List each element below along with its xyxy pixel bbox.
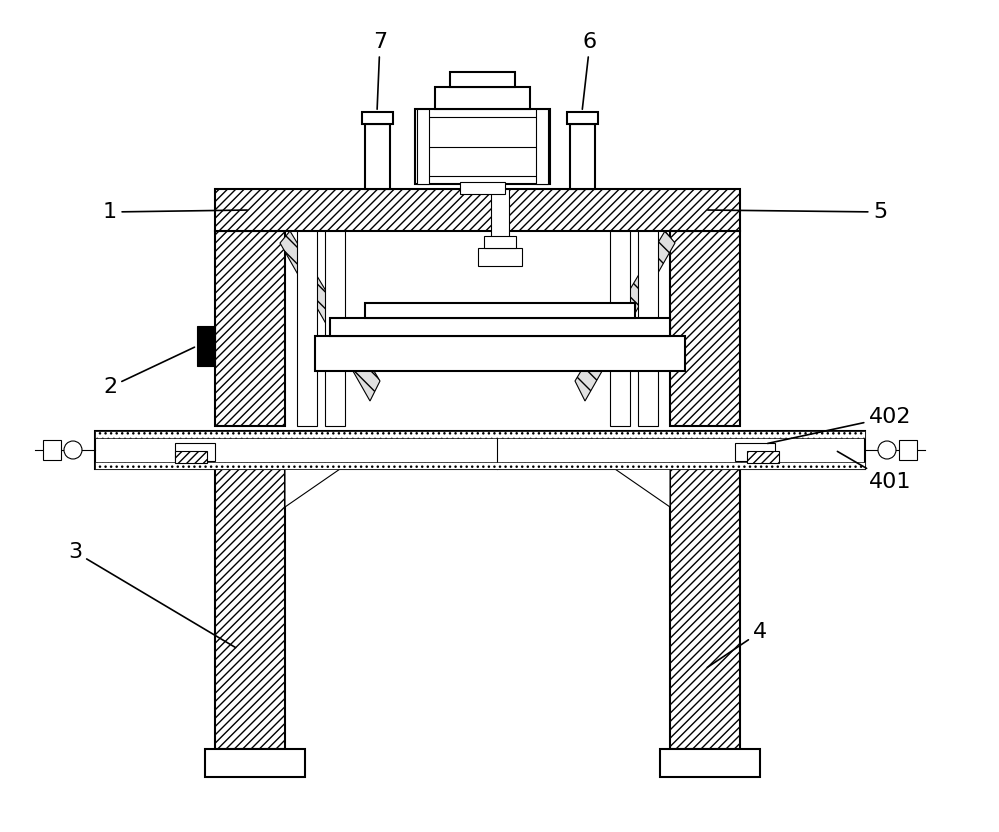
Text: 4: 4 <box>707 622 767 667</box>
Bar <box>660 749 760 777</box>
Bar <box>197 326 215 366</box>
Bar <box>484 236 516 248</box>
Circle shape <box>878 441 896 459</box>
Bar <box>670 459 740 749</box>
Bar <box>365 124 390 189</box>
Bar <box>95 431 865 469</box>
Bar <box>95 462 865 469</box>
Bar <box>735 443 775 461</box>
Text: 402: 402 <box>767 407 911 443</box>
Bar <box>570 124 595 189</box>
Bar <box>435 87 530 109</box>
Bar <box>450 72 515 87</box>
Bar <box>215 459 285 749</box>
Bar <box>297 231 317 426</box>
Bar <box>478 248 522 266</box>
Bar <box>899 440 917 460</box>
Circle shape <box>64 441 82 459</box>
Bar <box>460 182 505 194</box>
Bar <box>415 109 550 184</box>
Bar <box>536 109 548 184</box>
Bar <box>205 749 305 777</box>
Text: 401: 401 <box>837 452 911 492</box>
Text: 6: 6 <box>582 32 597 109</box>
Bar <box>325 231 345 426</box>
Bar <box>417 109 429 184</box>
Text: 5: 5 <box>707 202 887 222</box>
Bar <box>215 231 285 426</box>
Text: 3: 3 <box>68 542 236 647</box>
Bar <box>425 117 540 176</box>
Bar <box>43 440 61 460</box>
Bar <box>175 451 207 463</box>
Polygon shape <box>280 231 380 401</box>
Polygon shape <box>285 469 340 507</box>
Text: 1: 1 <box>103 202 247 222</box>
Bar <box>330 318 670 336</box>
Bar <box>610 231 630 426</box>
Bar <box>491 189 509 246</box>
Bar <box>215 189 740 231</box>
Polygon shape <box>615 469 670 507</box>
Polygon shape <box>575 231 675 401</box>
Text: 2: 2 <box>103 347 195 397</box>
Bar <box>747 451 778 463</box>
Bar <box>567 112 598 124</box>
Bar <box>95 431 865 438</box>
Bar <box>365 303 635 318</box>
Bar <box>315 336 685 371</box>
Bar <box>638 231 658 426</box>
Bar <box>175 443 215 461</box>
Bar <box>670 231 740 426</box>
Text: 7: 7 <box>373 32 387 109</box>
Bar <box>362 112 393 124</box>
